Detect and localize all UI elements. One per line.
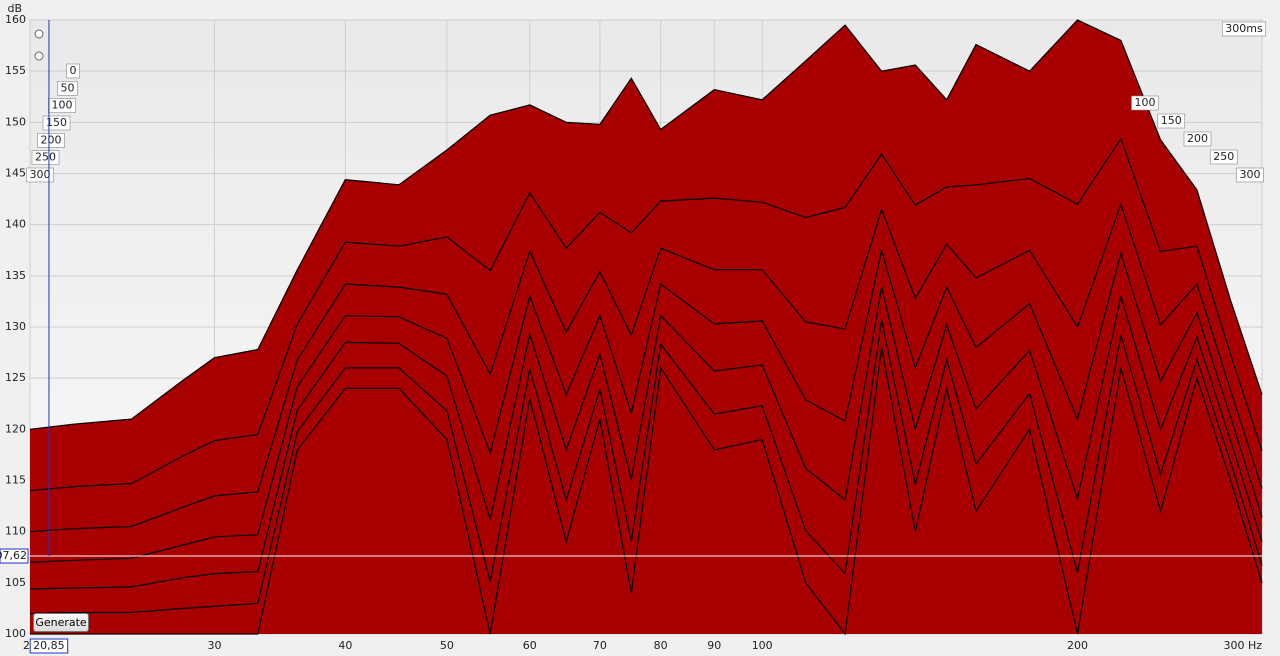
time-label: 300ms <box>1225 22 1263 35</box>
time-tick-label: 100 <box>1135 96 1156 109</box>
y-tick-label: 120 <box>5 422 26 435</box>
time-tick-label: 250 <box>35 151 56 164</box>
label-box <box>1221 21 1267 37</box>
y-tick-label: 140 <box>5 218 26 231</box>
slice <box>29 137 1263 492</box>
cursor-box <box>29 638 69 654</box>
y-tick-label: 135 <box>5 269 26 282</box>
label-box <box>1183 131 1212 147</box>
y-tick-label: 115 <box>5 474 26 487</box>
x-tick-label: 300 Hz <box>1223 639 1262 652</box>
time-tick-label: 150 <box>46 116 67 129</box>
x-tick-label: 100 <box>752 639 773 652</box>
time-tick-label: 200 <box>41 133 62 146</box>
time-tick-label: 100 <box>52 99 73 112</box>
slices <box>29 19 1263 636</box>
y-axis-label: dB <box>7 2 22 15</box>
x-tick-label: 200 <box>1067 639 1088 652</box>
cursor-x-label: 20,85 <box>33 639 65 652</box>
time-tick-label: 150 <box>1161 114 1182 127</box>
y-tick-label: 150 <box>5 115 26 128</box>
y-tick-label: 100 <box>5 627 26 640</box>
label-box <box>31 150 60 165</box>
slice <box>29 202 1263 533</box>
y-tick-label: 110 <box>5 525 26 538</box>
slice <box>29 250 1263 563</box>
x-tick-label: 70 <box>593 639 607 652</box>
y-tick-label: 125 <box>5 371 26 384</box>
label-box <box>1131 95 1159 111</box>
slice <box>30 347 1263 636</box>
x-tick-label: 90 <box>707 639 721 652</box>
label-box <box>26 167 54 183</box>
y-tick-label: 105 <box>5 576 26 589</box>
time-axis: 0 50 100 100 150 150 200 200 250 250 300 300 300ms <box>26 21 1267 183</box>
label-box <box>1157 113 1186 129</box>
cursor-box <box>0 548 29 564</box>
slice <box>29 319 1263 615</box>
label-box <box>42 115 71 131</box>
x-tick-label: 60 <box>523 639 537 652</box>
label-box <box>66 63 80 79</box>
label-box <box>1236 167 1264 183</box>
time-tick-label: 250 <box>1213 150 1234 163</box>
time-tick-label: 200 <box>1187 132 1208 145</box>
x-tick-label: 40 <box>338 639 352 652</box>
y-tick-label: 130 <box>5 320 26 333</box>
label-box <box>37 133 65 148</box>
cursor-y-label: 107,62 <box>0 549 27 562</box>
y-tick-label: 145 <box>5 167 26 180</box>
y-tick-label: 160 <box>5 13 26 26</box>
x-tick-label: 30 <box>207 639 221 652</box>
generate-button[interactable]: Generate <box>33 613 89 632</box>
label-box <box>57 81 78 96</box>
x-tick-label: 50 <box>440 639 454 652</box>
slice <box>29 19 1263 430</box>
time-tick-label: 50 <box>61 81 75 94</box>
label-box <box>1209 149 1238 165</box>
time-tick-label: 300 <box>1240 168 1261 181</box>
time-tick-label: 0 <box>70 64 77 77</box>
y-tick-label: 155 <box>5 64 26 77</box>
x-tick-label: 80 <box>654 639 668 652</box>
slice <box>29 286 1263 590</box>
time-tick-label: 300 <box>30 168 51 181</box>
